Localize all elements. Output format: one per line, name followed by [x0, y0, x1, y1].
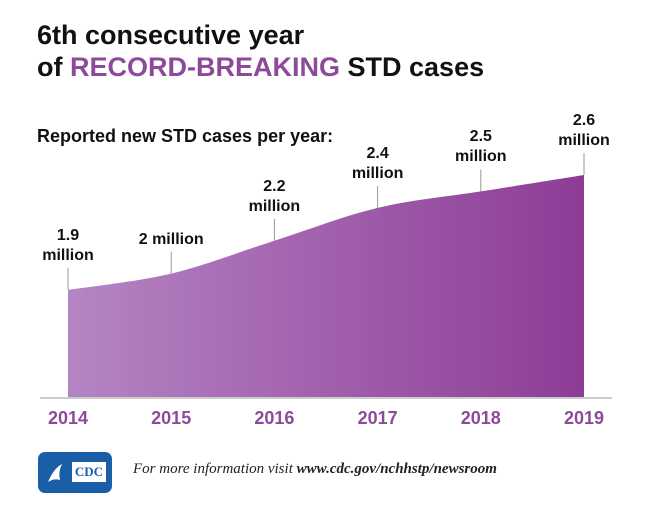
footer-text: For more information visit [133, 461, 293, 477]
x-tick-label: 2014 [47, 408, 89, 428]
logo-text: CDC [75, 464, 103, 479]
x-tick-label: 2018 [460, 408, 501, 428]
title-part: STD cases [347, 52, 485, 82]
x-tick-label: 2017 [357, 408, 398, 428]
value-label: 2.6 million [558, 112, 610, 149]
subtitle: Reported new STD cases per year: [37, 126, 334, 146]
title-part: of [37, 52, 63, 82]
footer-link[interactable]: www.cdc.gov/nchhstp/newsroom [296, 461, 497, 477]
value-label: 1.9 million [42, 227, 94, 264]
x-tick-label: 2015 [151, 408, 192, 428]
title-highlight: RECORD-BREAKING [70, 52, 340, 82]
x-tick-label: 2016 [254, 408, 295, 428]
footer: For more information visit www.cdc.gov/n… [133, 461, 497, 478]
title-line: of RECORD-BREAKING STD cases [37, 52, 484, 83]
value-label: 2.4 million [351, 144, 404, 182]
x-tick-label: 2019 [563, 408, 605, 428]
logo-box [72, 462, 106, 482]
area [68, 175, 584, 397]
value-label: 2.2 million [248, 177, 301, 215]
logo-emblem [48, 464, 62, 482]
value-label: 2.5 million [455, 128, 507, 166]
title-line: 6th consecutive year [37, 20, 305, 50]
value-label: 2 million [138, 230, 204, 248]
